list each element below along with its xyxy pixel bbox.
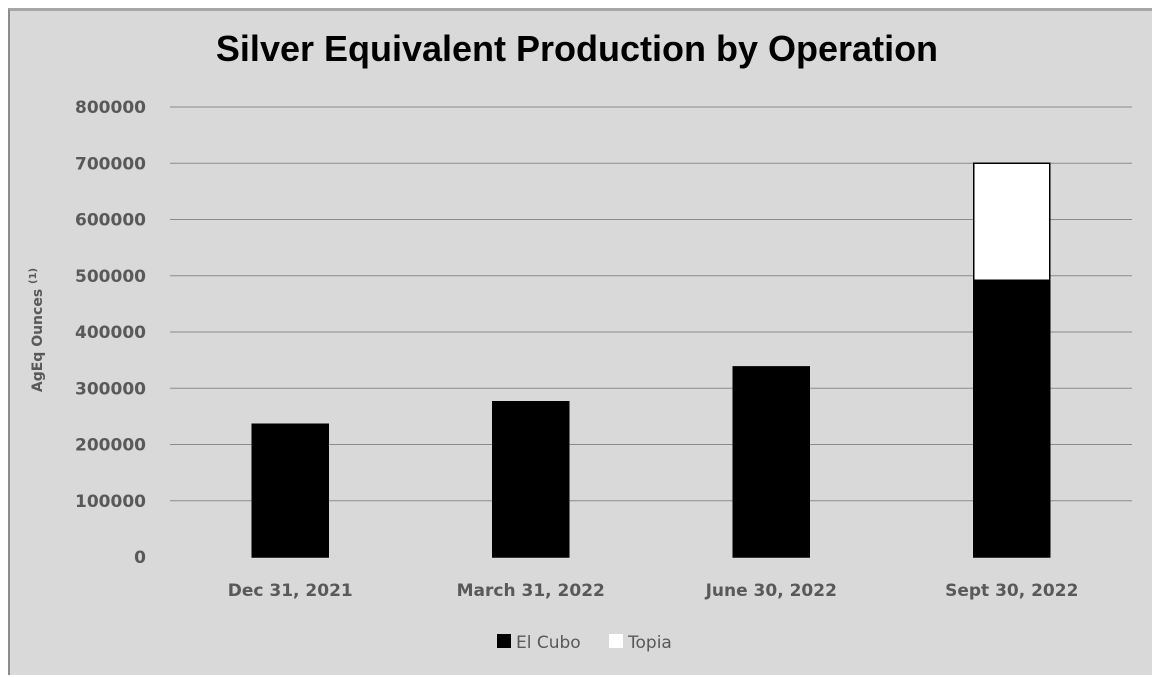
gridlines [170,106,1132,502]
y-tick-label: 0 [134,548,146,568]
bar-el-cubo [492,401,570,558]
y-tick-label: 800000 [75,98,146,118]
bars [251,162,1051,558]
x-tick-label: Dec 31, 2021 [228,581,353,601]
x-axis-ticks: Dec 31, 2021 March 31, 2022 June 30, 2022 S… [228,581,1079,601]
y-axis-label-superscript: (1) [28,268,39,284]
x-tick-label: Sept 30, 2022 [945,581,1078,601]
y-tick-label: 700000 [75,154,146,174]
legend-swatch-topia [609,634,623,648]
chart-frame [8,8,1152,675]
legend-label: Topia [627,633,672,653]
y-tick-label: 400000 [75,323,146,343]
y-tick-label: 100000 [75,492,146,512]
chart-title: Silver Equivalent Production by Operatio… [215,28,939,69]
y-axis-label: AgEq Ounces (1) [28,268,46,392]
legend: El Cubo Topia [497,633,672,653]
bar-el-cubo [251,423,329,558]
y-tick-label: 200000 [75,436,146,456]
y-axis-label-text: AgEq Ounces [30,289,46,392]
y-axis-ticks: 0 100000 200000 300000 400000 500000 600000 700… [75,98,146,568]
x-tick-label: June 30, 2022 [705,581,837,601]
bar-el-cubo [973,279,1051,558]
bar-topia [973,162,1051,281]
y-tick-label: 600000 [75,211,146,231]
bar-el-cubo [732,366,810,558]
legend-swatch-el-cubo [497,634,511,648]
legend-label: El Cubo [516,633,581,653]
x-tick-label: March 31, 2022 [457,581,605,601]
y-tick-label: 500000 [75,267,146,287]
y-tick-label: 300000 [75,379,146,399]
